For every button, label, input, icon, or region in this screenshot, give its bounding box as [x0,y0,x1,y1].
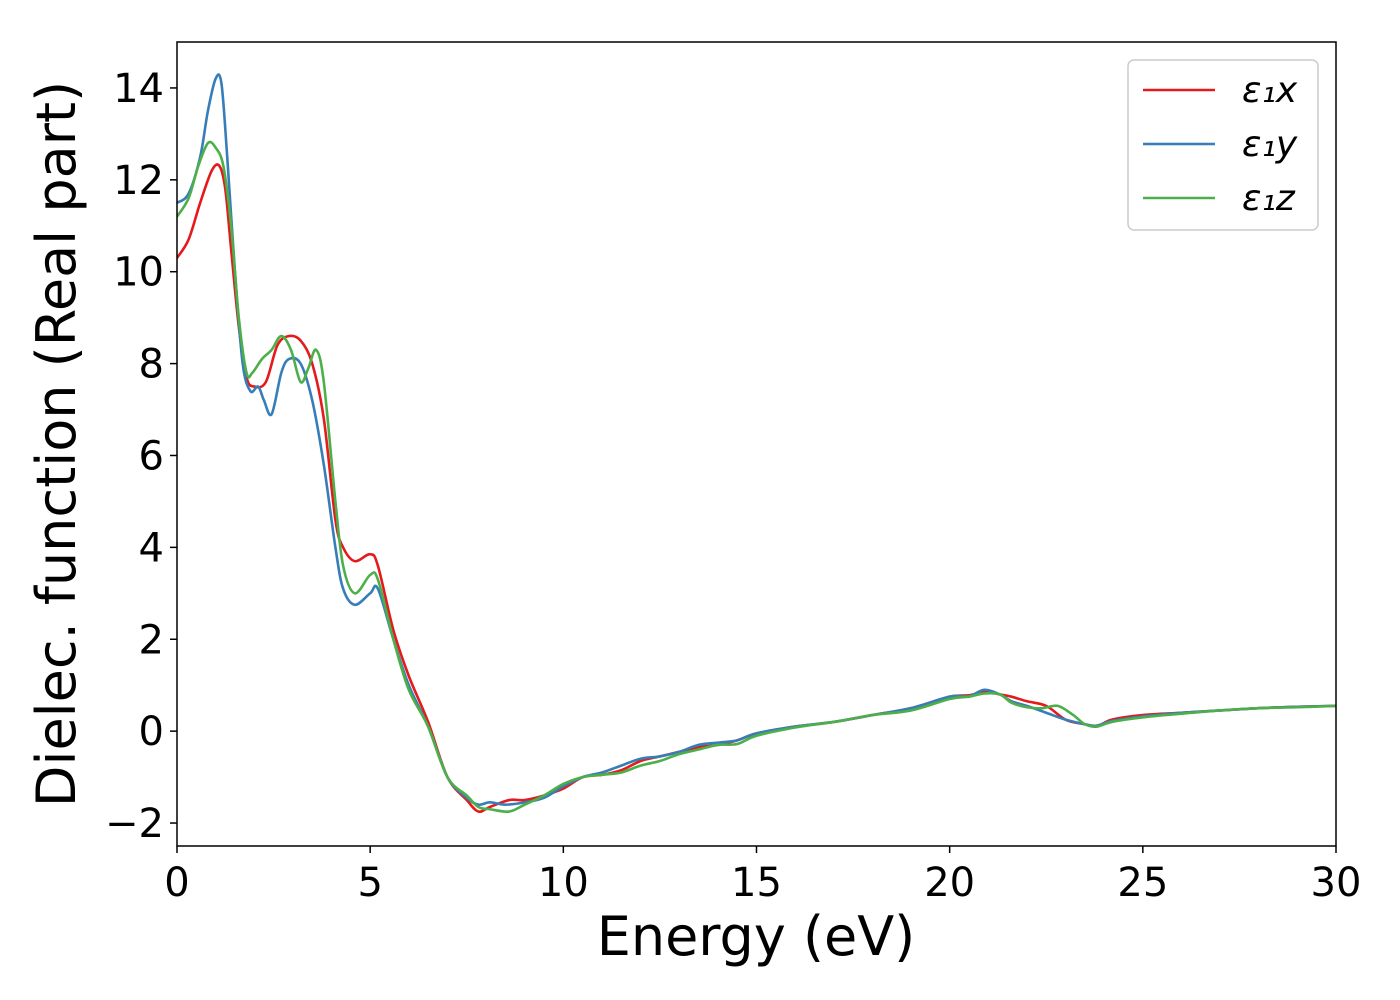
y-tick-label: −2 [105,801,164,847]
series-line-1 [177,163,1336,814]
y-tick-label: 2 [139,617,164,663]
y-tick-label: 10 [113,250,164,296]
x-tick-label: 20 [924,860,975,906]
y-tick-label: 14 [113,66,164,112]
x-tick-label: 25 [1117,860,1168,906]
series-line-3 [177,140,1336,813]
y-tick-label: 0 [139,709,164,755]
legend-label-1: ε₁x [1242,70,1298,111]
x-axis-title: Energy (eV) [597,905,916,968]
legend: ε₁x ε₁y ε₁z [1127,59,1319,231]
y-tick-label: 4 [139,525,164,571]
y-tick-label: 6 [139,433,164,479]
series-layer [177,73,1336,814]
x-tick-label: 30 [1311,860,1362,906]
x-tick-label: 5 [357,860,382,906]
x-tick-label: 0 [164,860,189,906]
y-axis-ticks: −2 0 2 4 6 8 10 12 14 [105,66,177,847]
y-tick-label: 8 [139,342,164,388]
y-axis-title: Dielec. function (Real part) [25,81,88,807]
legend-box [1127,59,1319,231]
legend-label-2: ε₁y [1242,124,1298,165]
x-axis-ticks: 0 5 10 15 20 25 30 [164,846,1361,906]
x-tick-label: 10 [538,860,589,906]
y-tick-label: 12 [113,158,164,204]
legend-label-3: ε₁z [1242,178,1296,219]
x-tick-label: 15 [731,860,782,906]
